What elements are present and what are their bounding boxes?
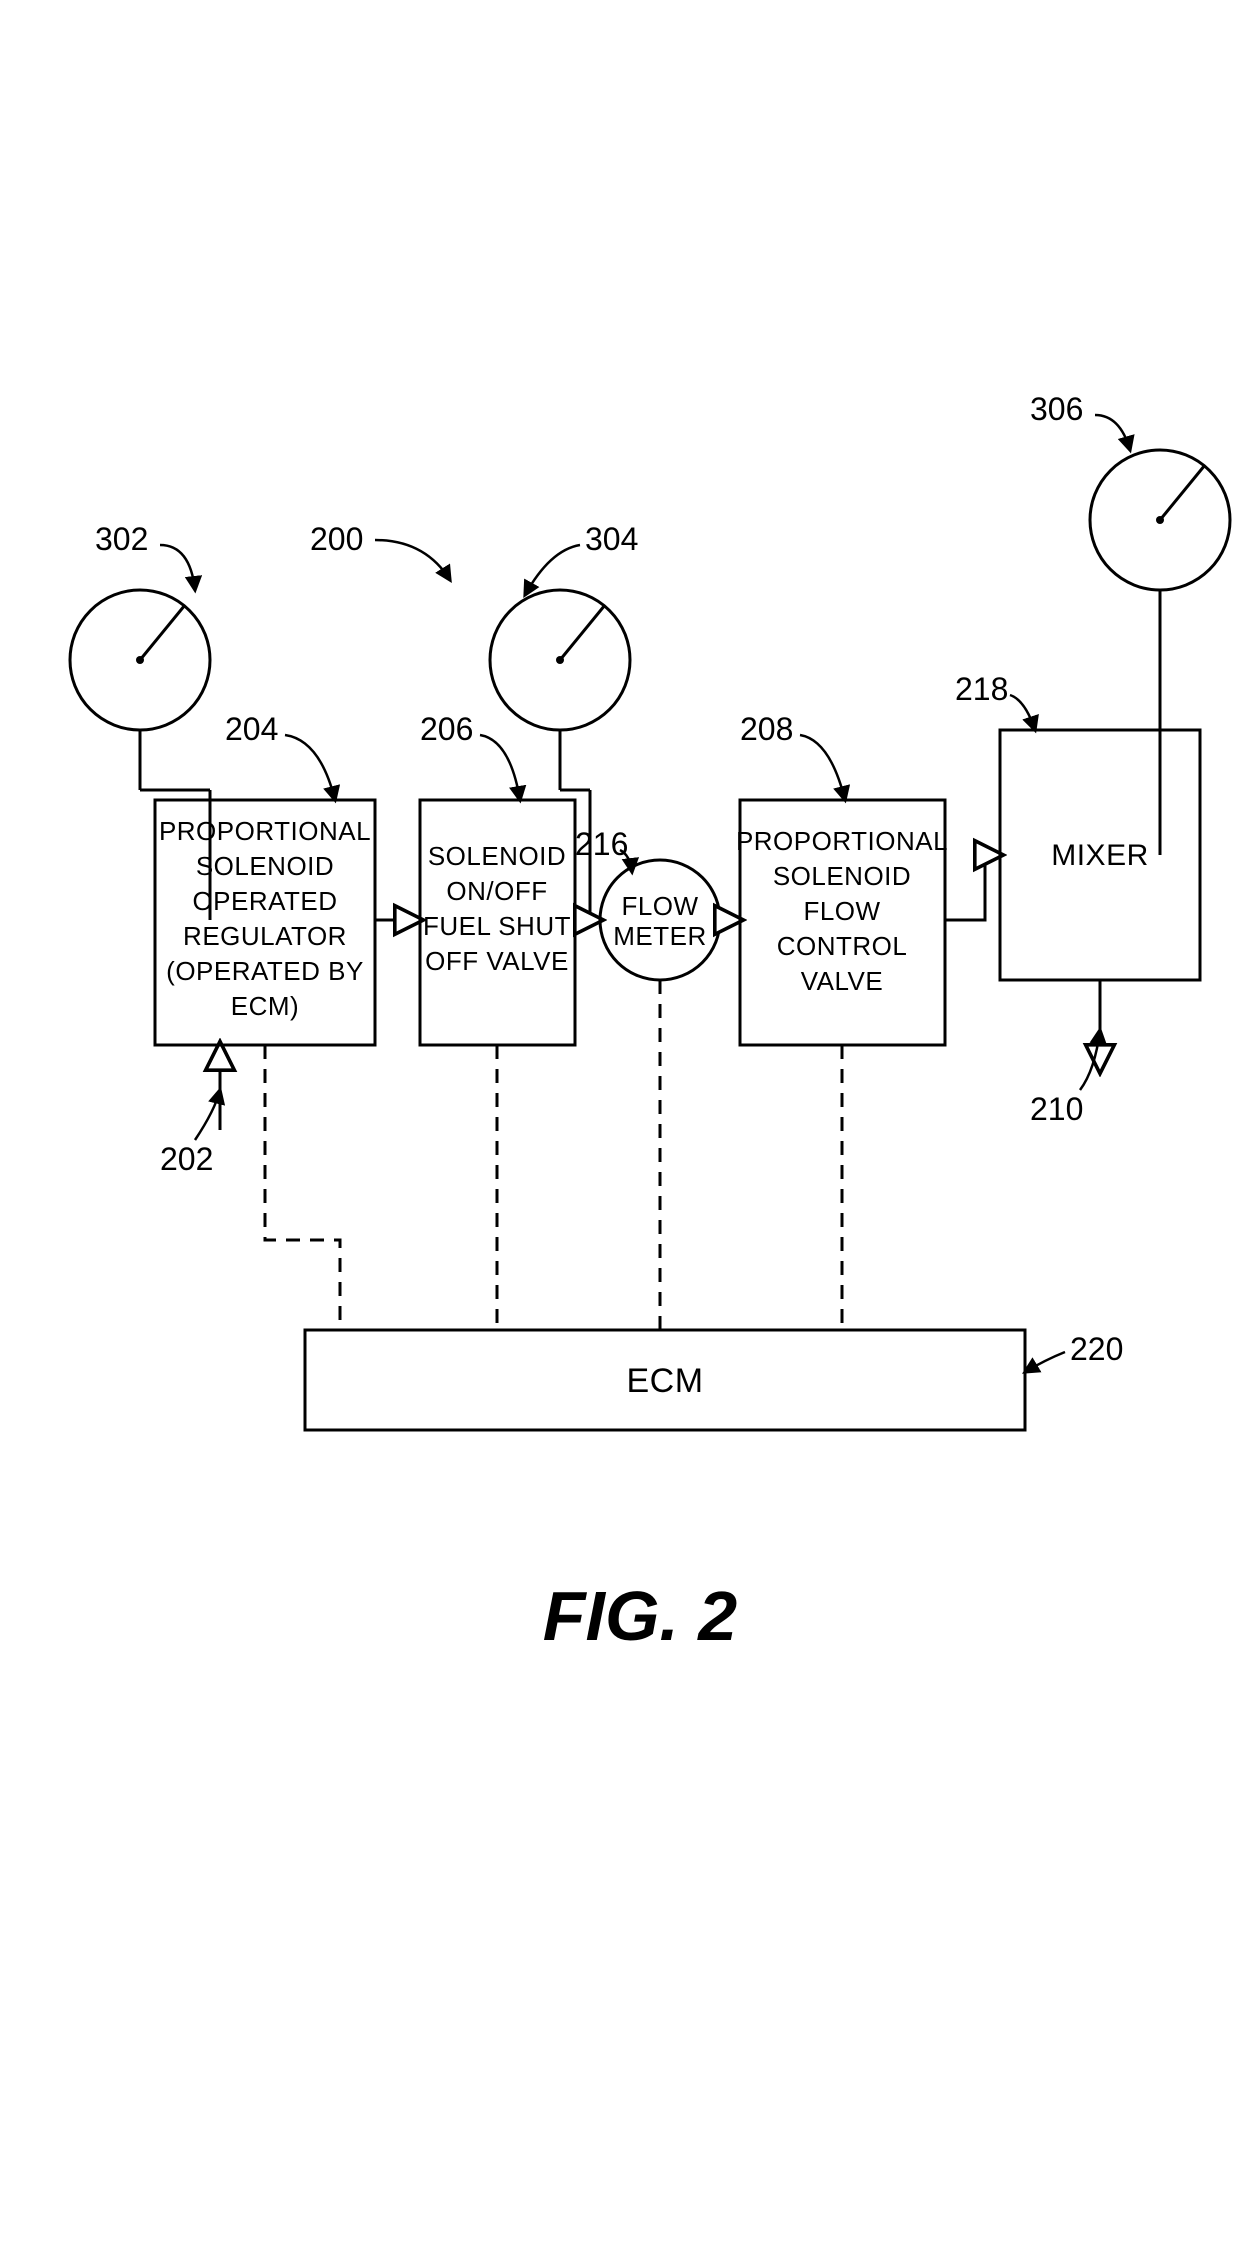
- gauge-302: 302: [70, 521, 210, 920]
- svg-text:OPERATED: OPERATED: [192, 886, 337, 916]
- svg-text:METER: METER: [613, 921, 707, 951]
- system-diagram: 200 302 304 306 202: [20, 20, 1240, 2241]
- ref-206-text: 206: [420, 711, 473, 747]
- mixer-block: MIXER 218: [955, 671, 1200, 980]
- svg-text:VALVE: VALVE: [801, 966, 883, 996]
- regulator-block: PROPORTIONAL SOLENOID OPERATED REGULATOR…: [155, 711, 375, 1045]
- outlet-flow: 210: [1030, 980, 1100, 1127]
- figure-label: FIG. 2: [543, 1577, 738, 1655]
- ref-220-text: 220: [1070, 1331, 1123, 1367]
- arrow-ctrl-mixer: [945, 855, 1000, 920]
- svg-text:FLOW: FLOW: [621, 891, 698, 921]
- inlet-flow: 202: [160, 1045, 220, 1177]
- svg-text:CONTROL: CONTROL: [777, 931, 908, 961]
- svg-text:PROPORTIONAL: PROPORTIONAL: [736, 826, 948, 856]
- svg-text:MIXER: MIXER: [1051, 839, 1149, 872]
- ref-200-leader: [375, 540, 450, 580]
- ref-304-text: 304: [585, 521, 638, 557]
- flowmeter-block: FLOW METER 216: [575, 826, 720, 980]
- ref-216-text: 216: [575, 826, 628, 862]
- ref-200-text: 200: [310, 521, 363, 557]
- shutoff-block: SOLENOID ON/OFF FUEL SHUT OFF VALVE 206: [420, 711, 575, 1045]
- ref-302-leader: [160, 545, 195, 590]
- ref-306-leader: [1095, 415, 1130, 450]
- ref-304-leader: [525, 545, 580, 595]
- svg-text:SOLENOID: SOLENOID: [196, 851, 334, 881]
- svg-text:FUEL SHUT: FUEL SHUT: [423, 911, 571, 941]
- ref-204-text: 204: [225, 711, 278, 747]
- ref-202-text: 202: [160, 1141, 213, 1177]
- ref-208-text: 208: [740, 711, 793, 747]
- svg-text:FLOW: FLOW: [803, 896, 880, 926]
- svg-text:ECM: ECM: [626, 1362, 703, 1400]
- svg-text:ON/OFF: ON/OFF: [446, 876, 547, 906]
- svg-text:REGULATOR: REGULATOR: [183, 921, 347, 951]
- ref-210-text: 210: [1030, 1091, 1083, 1127]
- svg-text:OFF VALVE: OFF VALVE: [425, 946, 569, 976]
- ref-302-text: 302: [95, 521, 148, 557]
- system-ref: 200: [310, 521, 450, 580]
- svg-text:SOLENOID: SOLENOID: [428, 841, 566, 871]
- dash-regulator-ecm: [265, 1045, 340, 1330]
- ecm-block: ECM 220: [305, 1330, 1123, 1430]
- ref-218-text: 218: [955, 671, 1008, 707]
- svg-text:(OPERATED BY: (OPERATED BY: [166, 956, 364, 986]
- svg-text:SOLENOID: SOLENOID: [773, 861, 911, 891]
- flowctrl-block: PROPORTIONAL SOLENOID FLOW CONTROL VALVE…: [736, 711, 948, 1045]
- svg-text:ECM): ECM): [231, 991, 299, 1021]
- ref-306-text: 306: [1030, 391, 1083, 427]
- svg-text:PROPORTIONAL: PROPORTIONAL: [159, 816, 371, 846]
